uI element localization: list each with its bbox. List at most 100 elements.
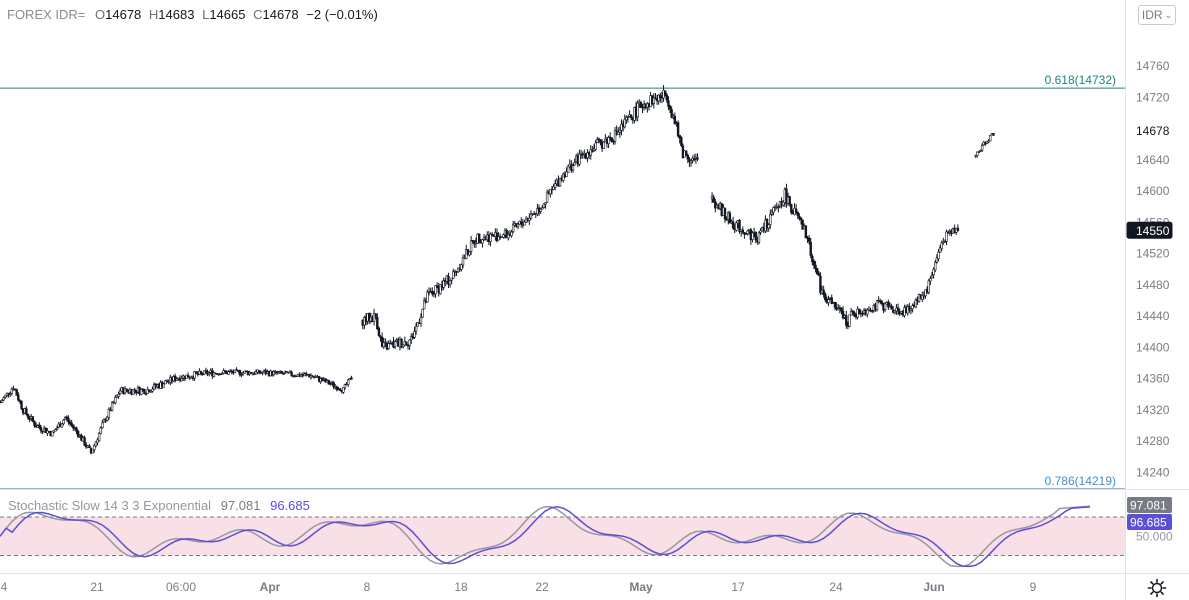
candle-body bbox=[175, 378, 178, 381]
candle-body bbox=[667, 100, 670, 107]
candle-body bbox=[442, 280, 445, 288]
candle-body bbox=[849, 310, 853, 316]
candle-body bbox=[481, 239, 484, 244]
candle-body bbox=[544, 202, 547, 205]
candle-body bbox=[224, 370, 227, 373]
y-tick-label: 14360 bbox=[1136, 372, 1170, 386]
candle-body bbox=[985, 141, 989, 144]
candle-body bbox=[542, 203, 546, 208]
price-label: 14678 bbox=[1136, 124, 1170, 138]
y-tick-label: 14720 bbox=[1136, 90, 1170, 104]
candle-body bbox=[204, 370, 208, 372]
candle-body bbox=[670, 109, 673, 118]
candle-body bbox=[979, 149, 982, 152]
candle-body bbox=[938, 247, 942, 253]
candle-body bbox=[60, 423, 64, 428]
candle-body bbox=[290, 371, 293, 376]
candle-body bbox=[186, 375, 190, 378]
candle-body bbox=[338, 388, 342, 391]
currency-button[interactable]: IDR ⌄ bbox=[1138, 5, 1176, 25]
candle-body bbox=[10, 388, 14, 394]
candle-body bbox=[88, 445, 91, 449]
candle-body bbox=[94, 441, 98, 447]
candle-body bbox=[992, 133, 995, 136]
stochastic-k-value: 97.081 bbox=[220, 498, 261, 513]
candle-body bbox=[419, 316, 423, 324]
stochastic-mid-label: 50.000 bbox=[1136, 529, 1173, 543]
candle-body bbox=[99, 427, 102, 434]
candle-body bbox=[434, 285, 437, 295]
candle-body bbox=[596, 139, 599, 143]
candle-body bbox=[578, 153, 581, 165]
candle-body bbox=[558, 178, 562, 187]
candle-body bbox=[238, 369, 242, 375]
candle-body bbox=[696, 157, 699, 160]
y-tick-label: 14760 bbox=[1136, 59, 1170, 73]
symbol-label[interactable]: FOREX IDR= bbox=[7, 7, 86, 22]
candle-body bbox=[553, 183, 557, 188]
candle-body bbox=[680, 137, 683, 146]
candle-body bbox=[589, 149, 592, 156]
candle-body bbox=[976, 151, 979, 156]
candle-body bbox=[118, 390, 122, 395]
candle-body bbox=[20, 400, 23, 409]
candle-body bbox=[684, 150, 688, 156]
candle-body bbox=[272, 371, 276, 376]
candle-body bbox=[15, 389, 18, 396]
candle-body bbox=[335, 386, 339, 390]
stochastic-legend[interactable]: Stochastic Slow 14 3 3 Exponential 97.08… bbox=[8, 498, 310, 513]
candle-body bbox=[623, 119, 626, 128]
candle-body bbox=[744, 233, 748, 235]
candle-body bbox=[91, 449, 94, 454]
candle-body bbox=[796, 211, 799, 216]
stochastic-d-last-label-box bbox=[1127, 514, 1172, 530]
candle-body bbox=[505, 229, 508, 238]
candle-body bbox=[861, 313, 864, 315]
candle-body bbox=[380, 336, 384, 348]
candle-body bbox=[754, 231, 757, 241]
candle-body bbox=[804, 225, 808, 239]
candle-body bbox=[914, 299, 918, 308]
candle-body bbox=[652, 97, 656, 104]
candle-body bbox=[630, 114, 633, 119]
candle-body bbox=[566, 165, 570, 173]
x-tick-label: 17 bbox=[731, 580, 745, 594]
candle-body bbox=[38, 424, 41, 428]
candle-body bbox=[0, 400, 4, 403]
candle-body bbox=[594, 142, 597, 150]
candle-body bbox=[731, 221, 735, 229]
low-value: 14665 bbox=[209, 7, 246, 22]
candle-body bbox=[414, 325, 418, 332]
candle-body bbox=[618, 129, 622, 133]
candle-body bbox=[851, 310, 854, 313]
candle-body bbox=[819, 275, 822, 293]
gear-icon[interactable] bbox=[1147, 578, 1167, 598]
candle-body bbox=[258, 370, 261, 374]
candle-body bbox=[977, 151, 981, 154]
candle-body bbox=[799, 217, 803, 221]
candle-body bbox=[413, 331, 416, 338]
candle-body bbox=[934, 262, 937, 271]
candle-body bbox=[114, 397, 117, 403]
candle-body bbox=[552, 186, 555, 190]
candle-body bbox=[25, 408, 28, 415]
change-value: −2 (−0.01%) bbox=[306, 7, 378, 22]
y-tick-label: 14400 bbox=[1136, 340, 1170, 354]
candle-body bbox=[520, 221, 523, 225]
candle-body bbox=[304, 373, 308, 375]
candle-body bbox=[940, 242, 943, 249]
y-tick-label: 14640 bbox=[1136, 153, 1170, 167]
candle-body bbox=[549, 189, 552, 195]
candle-body bbox=[180, 378, 183, 382]
x-tick-label: 22 bbox=[535, 580, 549, 594]
candle-body bbox=[199, 371, 203, 374]
candle-body bbox=[416, 322, 419, 327]
candle-body bbox=[523, 221, 526, 226]
candle-body bbox=[545, 191, 549, 203]
candle-body bbox=[751, 232, 754, 240]
candle-body bbox=[55, 427, 59, 430]
candle-body bbox=[824, 293, 827, 301]
candle-body bbox=[350, 377, 353, 380]
candle-body bbox=[421, 309, 424, 318]
candle-body bbox=[880, 301, 884, 304]
